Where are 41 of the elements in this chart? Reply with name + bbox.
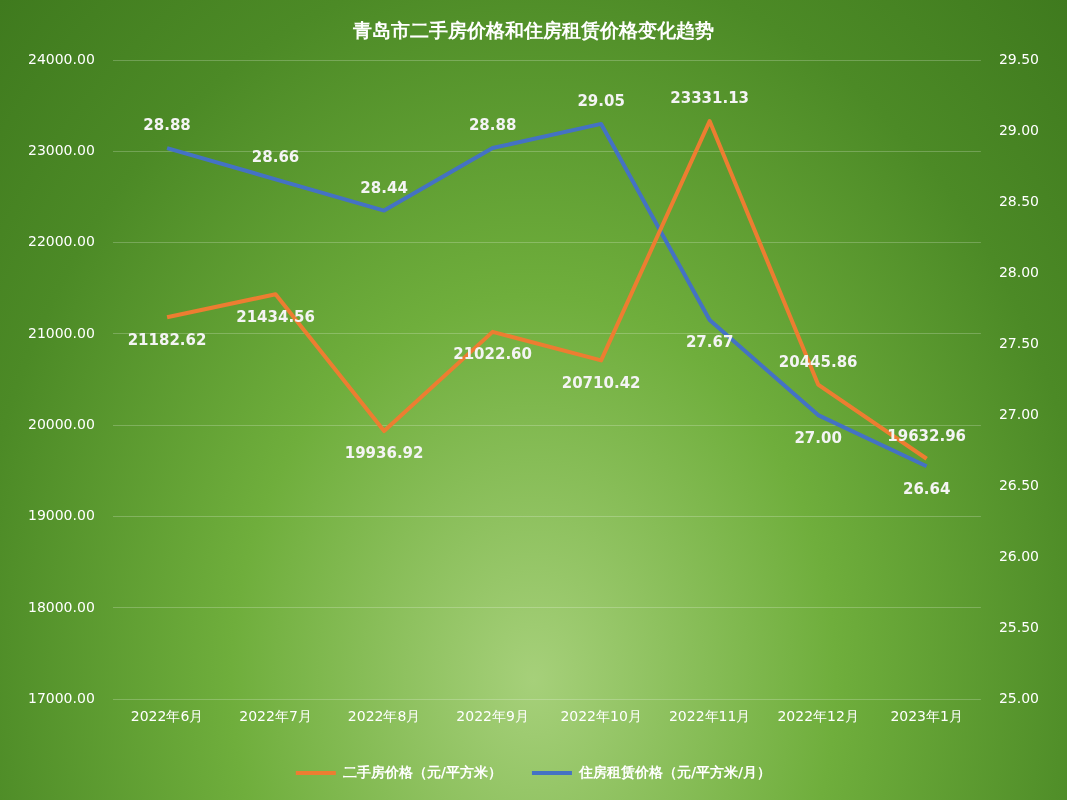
y2-tick-label: 29.50 [998, 50, 1040, 67]
data-label: 27.67 [685, 333, 734, 352]
x-tick-label: 2023年1月 [890, 708, 963, 725]
x-tick-label: 2022年12月 [777, 708, 859, 725]
data-label: 20710.42 [561, 373, 641, 392]
y2-tick-label: 28.00 [998, 263, 1040, 280]
data-label: 23331.13 [670, 89, 750, 108]
y-tick-label: 17000.00 [27, 689, 95, 706]
y-tick-label: 19000.00 [27, 507, 95, 524]
x-tick-label: 2022年8月 [347, 708, 421, 725]
x-tick-label: 2022年7月 [239, 708, 312, 725]
y-tick-label: 23000.00 [27, 141, 95, 158]
y-tick-label: 20000.00 [27, 415, 95, 432]
data-label: 28.66 [251, 147, 300, 166]
data-label: 21182.62 [127, 330, 207, 349]
y2-tick-label: 25.00 [998, 689, 1040, 706]
y2-tick-label: 25.50 [998, 618, 1040, 635]
y2-tick-label: 27.00 [998, 405, 1040, 422]
y-tick-label: 18000.00 [27, 598, 95, 615]
data-label: 19936.92 [344, 444, 424, 463]
y-tick-label: 22000.00 [27, 233, 95, 250]
x-tick-label: 2022年11月 [668, 708, 751, 725]
legend-label: 二手房价格（元/平方米） [342, 763, 502, 780]
x-tick-label: 2022年10月 [560, 708, 642, 725]
y-tick-label: 24000.00 [27, 50, 95, 67]
data-label: 29.05 [577, 92, 625, 111]
legend-label: 住房租赁价格（元/平方米/月） [577, 763, 772, 780]
y2-tick-label: 27.50 [998, 334, 1040, 351]
x-tick-label: 2022年9月 [456, 708, 529, 725]
x-tick-label: 2022年6月 [130, 708, 204, 725]
y2-tick-label: 28.50 [998, 192, 1040, 209]
y2-tick-label: 26.50 [998, 476, 1040, 493]
data-label: 28.44 [360, 178, 408, 197]
y2-tick-label: 29.00 [998, 121, 1040, 138]
chart-title: 青岛市二手房价格和住房租赁价格变化趋势 [352, 18, 715, 43]
data-label: 27.00 [794, 428, 842, 447]
data-label: 26.64 [902, 479, 951, 498]
y2-tick-label: 26.00 [998, 547, 1040, 564]
y-tick-label: 21000.00 [27, 324, 95, 341]
data-label: 28.88 [468, 116, 517, 135]
data-label: 28.88 [143, 116, 191, 135]
